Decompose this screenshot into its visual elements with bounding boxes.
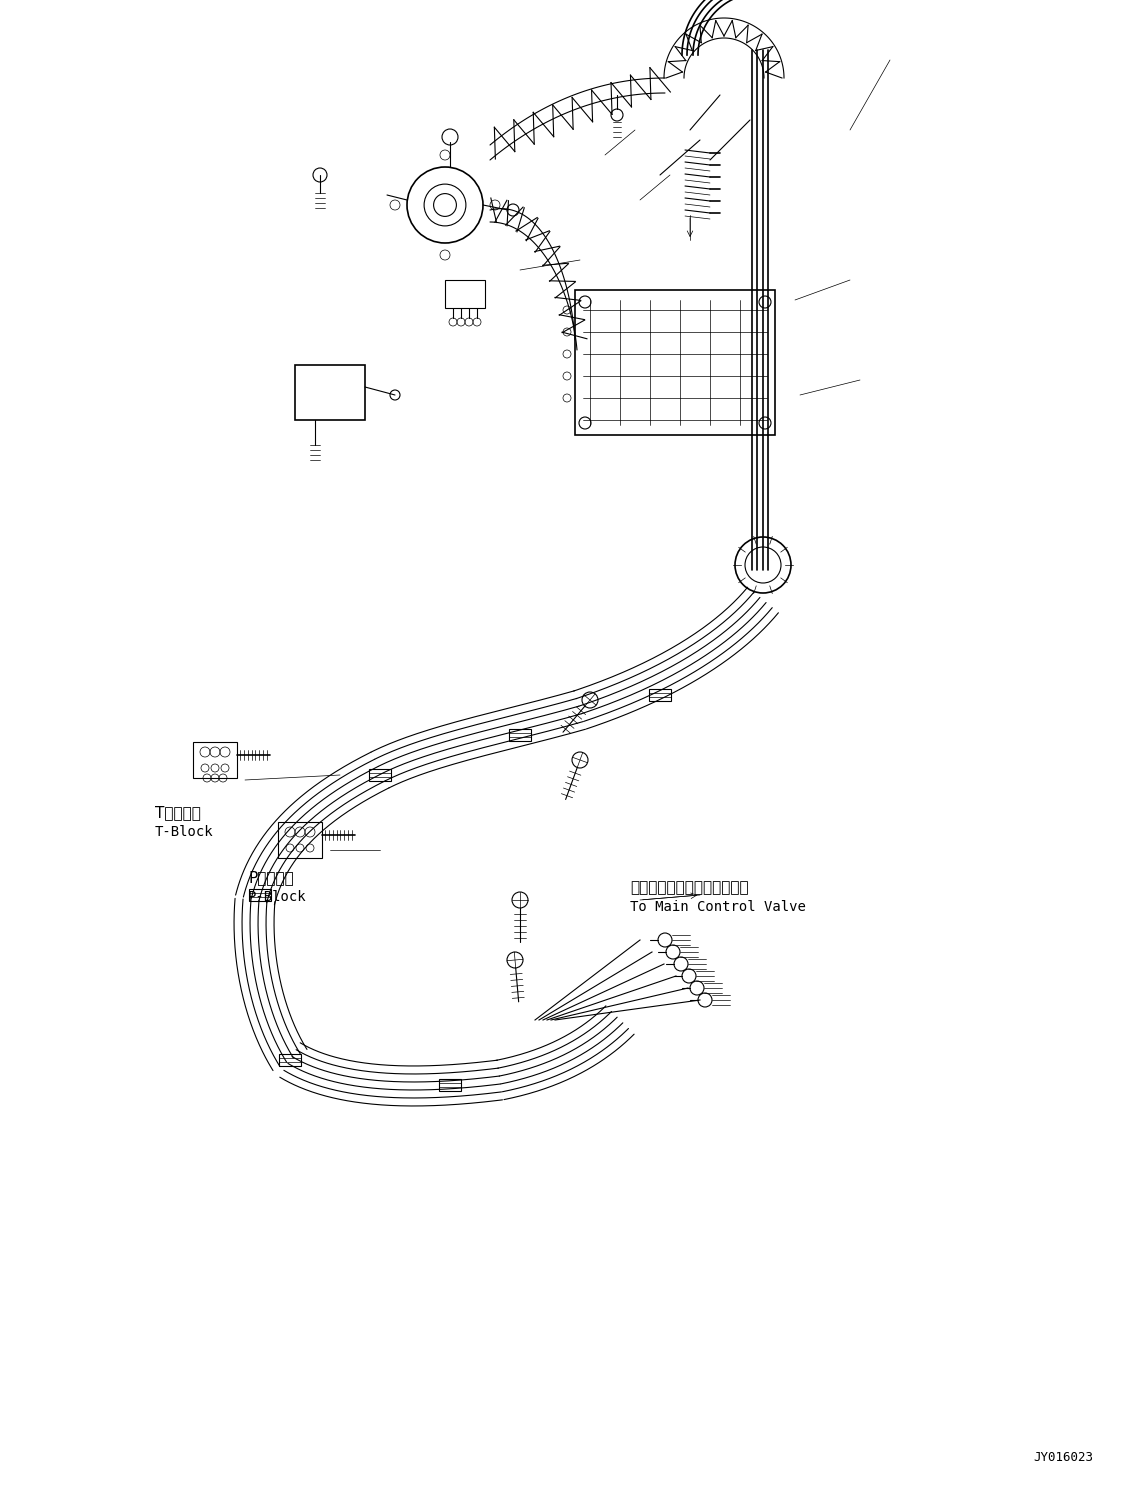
Text: T-Block: T-Block <box>155 825 214 838</box>
Text: P-Block: P-Block <box>248 890 306 904</box>
Bar <box>509 730 531 742</box>
Bar <box>295 365 365 420</box>
Text: To Main Control Valve: To Main Control Valve <box>630 899 806 914</box>
Bar <box>369 768 391 782</box>
Bar <box>439 1080 461 1091</box>
Text: Tブロック: Tブロック <box>155 806 201 820</box>
Bar <box>278 822 322 858</box>
Text: メインコントロールバルブへ: メインコントロールバルブへ <box>630 880 749 895</box>
Bar <box>249 889 271 901</box>
Text: JY016023: JY016023 <box>1033 1450 1093 1464</box>
Bar <box>193 742 237 777</box>
Text: Pブロック: Pブロック <box>248 870 294 884</box>
Bar <box>575 290 775 435</box>
Bar <box>445 280 485 308</box>
Bar <box>649 689 671 701</box>
Bar <box>279 1054 301 1066</box>
